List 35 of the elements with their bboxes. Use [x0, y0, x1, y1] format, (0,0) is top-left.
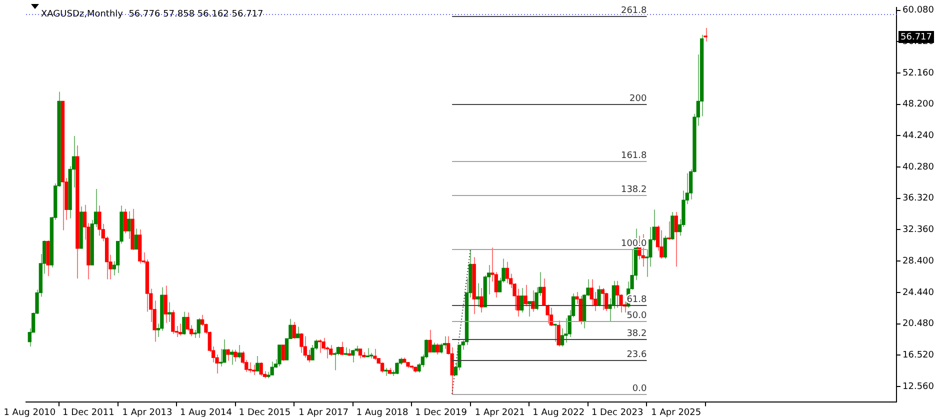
y-tick-label: 32.360 [902, 225, 934, 236]
y-tick-label: 60.080 [902, 6, 934, 16]
x-tick-label: 1 Apr 2017 [298, 408, 348, 418]
x-tick-label: 1 Dec 2023 [591, 408, 644, 418]
annotation: 200 [630, 94, 648, 104]
x-tick-label: 1 Apr 2021 [474, 408, 525, 418]
y-tick-label: 36.320 [902, 194, 934, 204]
x-tick-label: 1 Apr 2013 [122, 408, 172, 418]
annotation: 50.0 [626, 310, 648, 321]
candlestick [281, 344, 285, 362]
y-tick-label: 24.440 [902, 288, 934, 298]
annotation: 0.0 [632, 384, 647, 394]
x-tick-label: 1 Aug 2022 [532, 408, 585, 418]
annotation: 56.717 [900, 32, 932, 42]
y-tick-label: 48.200 [902, 100, 934, 110]
x-tick-label: 1 Apr 2025 [651, 408, 702, 418]
x-tick-label: 1 Aug 2018 [356, 408, 409, 418]
x-tick-label: 1 Dec 2011 [62, 408, 114, 418]
annotation: 38.2 [626, 328, 647, 339]
annotation: 138.2 [620, 184, 647, 195]
y-tick-label: 20.480 [902, 319, 934, 330]
y-tick-label: 12.560 [902, 382, 934, 392]
x-tick-label: 1 Aug 2014 [180, 408, 232, 418]
y-tick-label: 52.160 [902, 68, 934, 78]
chart-title: XAGUSDz,Monthly 56.776 57.858 56.162 56.717 [41, 10, 264, 20]
y-tick-label: 28.400 [902, 256, 934, 266]
y-tick-label: 44.240 [902, 131, 934, 142]
annotation: 23.6 [626, 350, 648, 360]
x-tick-label: 1 Dec 2019 [415, 408, 468, 418]
y-tick-label: 16.520 [902, 350, 934, 360]
annotation: 161.8 [620, 150, 648, 161]
annotation: 261.8 [620, 6, 648, 16]
y-tick-label: 40.280 [902, 162, 934, 172]
x-tick-label: 1 Dec 2015 [238, 408, 291, 418]
x-tick-label: 1 Aug 2010 [4, 408, 56, 418]
